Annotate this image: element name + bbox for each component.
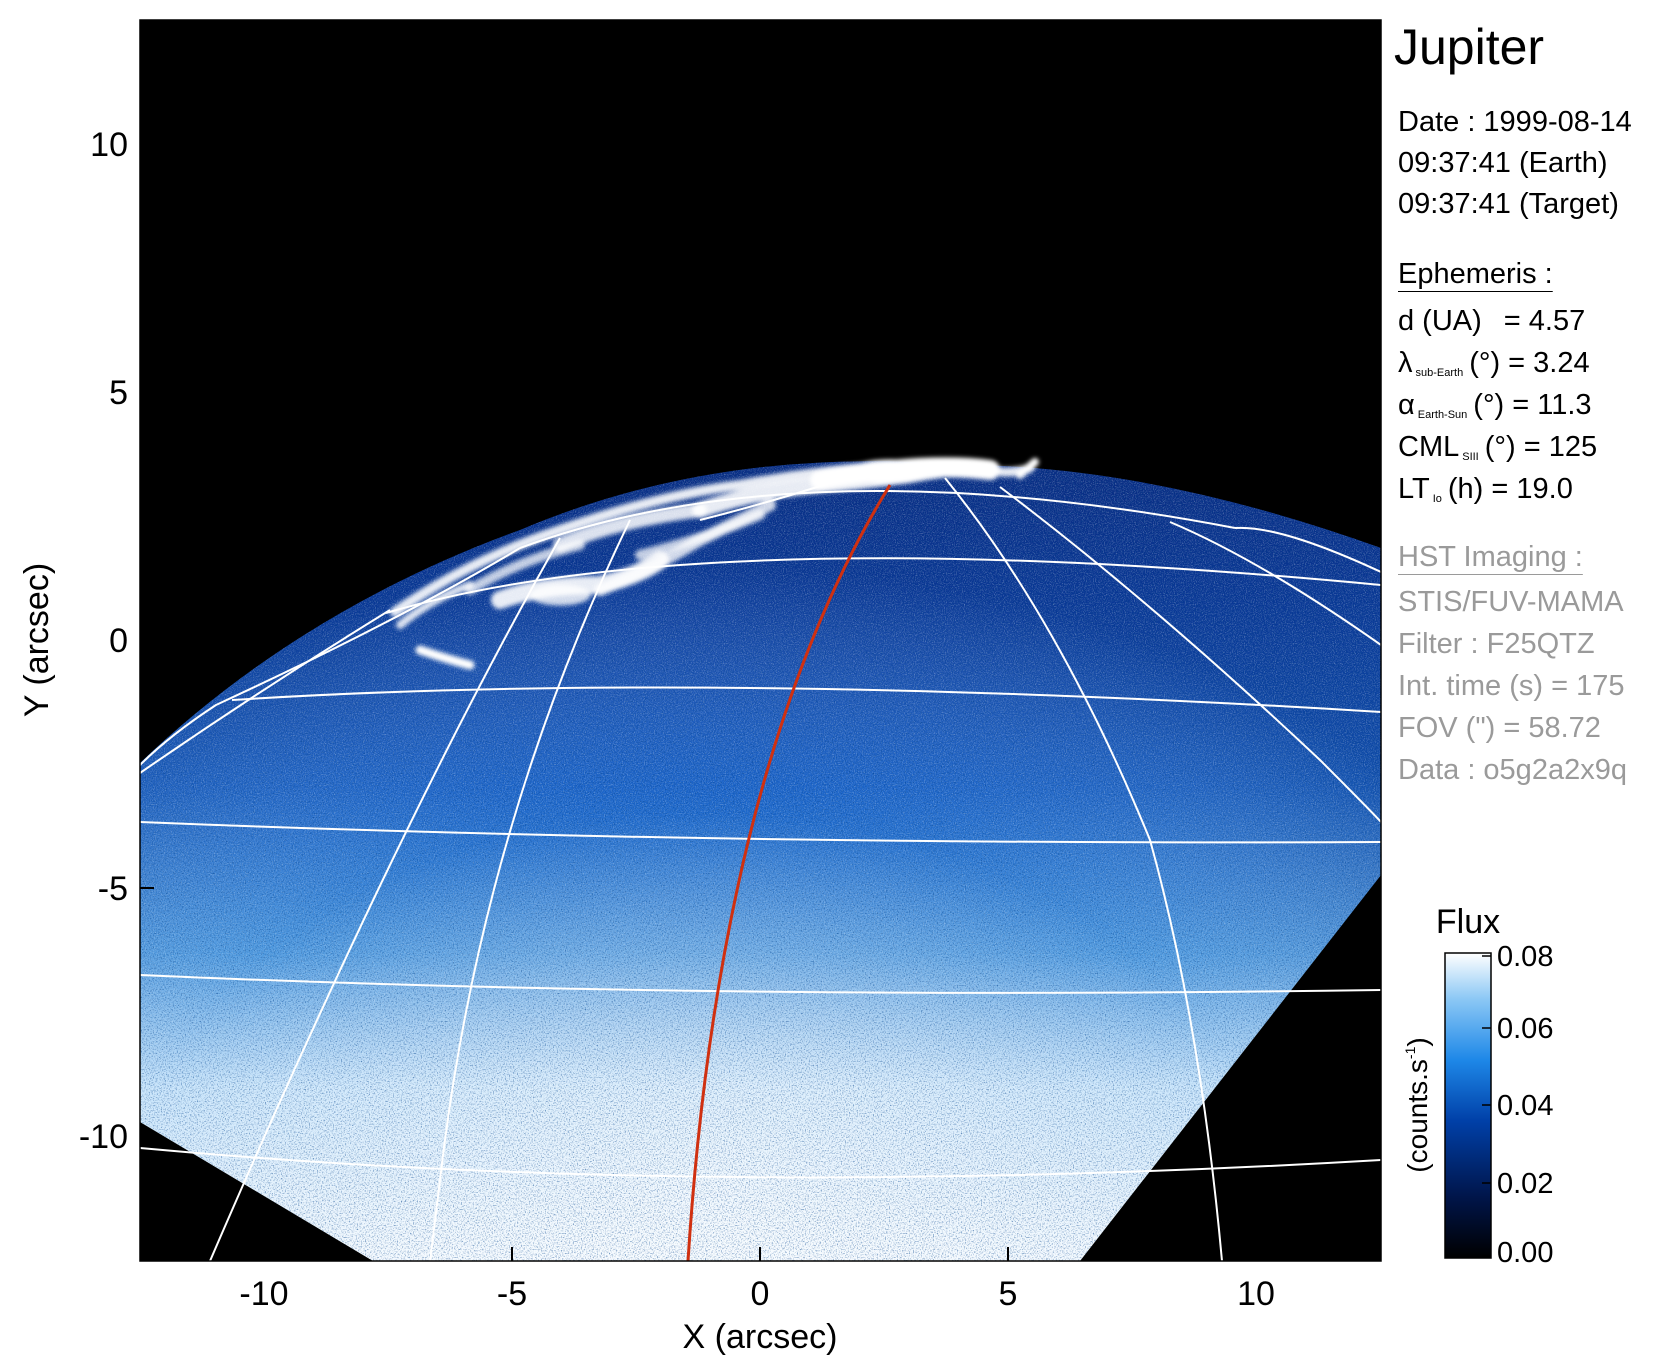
planet-title: Jupiter <box>1394 19 1545 75</box>
hst-int-time: Int. time (s) = 175 <box>1398 670 1625 702</box>
colorbar: Flux 0.08 0.06 0.04 0.02 0.00 (counts.s-… <box>1402 903 1553 1269</box>
y-tick-label: -5 <box>98 870 128 908</box>
colorbar-tick-label: 0.02 <box>1497 1168 1553 1200</box>
x-tick-label: 10 <box>1237 1275 1275 1313</box>
image-panel <box>139 19 1382 1262</box>
x-tick-label: 5 <box>999 1275 1018 1313</box>
time-target-text: 09:37:41 (Target) <box>1398 188 1619 220</box>
ephemeris-cml: CML SIII (°) = 125 <box>1398 431 1598 463</box>
hst-data-id: Data : o5g2a2x9q <box>1398 754 1627 786</box>
ephemeris-heading: Ephemeris : <box>1398 258 1553 290</box>
hst-filter: Filter : F25QTZ <box>1398 628 1595 660</box>
x-tick-label: -10 <box>239 1275 288 1313</box>
y-tick-label: -10 <box>79 1118 128 1156</box>
time-earth-text: 09:37:41 (Earth) <box>1398 147 1608 179</box>
ephemeris-distance: d (UA) = 4.57 <box>1398 305 1586 337</box>
latlon-grid <box>140 469 1381 1261</box>
central-meridian-line <box>686 484 892 1261</box>
colorbar-unit-label: (counts.s-1) <box>1402 1037 1433 1172</box>
colorbar-tick-label: 0.08 <box>1497 941 1553 973</box>
jupiter-disk <box>140 461 1381 1261</box>
date-text: Date : 1999-08-14 <box>1398 106 1632 138</box>
hst-heading: HST Imaging : <box>1398 541 1583 573</box>
hst-fov: FOV (") = 58.72 <box>1398 712 1601 744</box>
y-axis-label: Y (arcsec) <box>18 563 56 717</box>
x-tick-label: -5 <box>497 1275 527 1313</box>
hst-instrument: STIS/FUV-MAMA <box>1398 586 1624 618</box>
colorbar-tick-label: 0.06 <box>1497 1013 1553 1045</box>
colorbar-tick-label: 0.04 <box>1497 1090 1553 1122</box>
ephemeris-phase-angle: α Earth-Sun (°) = 11.3 <box>1398 389 1592 421</box>
x-axis-label: X (arcsec) <box>683 1318 838 1356</box>
y-tick-label: 5 <box>109 374 128 412</box>
y-axis-ticks <box>140 143 154 1137</box>
ephemeris-io-local-time: LT Io (h) = 19.0 <box>1398 473 1573 505</box>
y-tick-label: 0 <box>109 622 128 660</box>
x-axis-ticks <box>263 1247 1257 1261</box>
colorbar-tick-label: 0.00 <box>1497 1237 1553 1269</box>
colorbar-title: Flux <box>1436 903 1500 941</box>
ephemeris-sub-earth-lat: λ sub-Earth (°) = 3.24 <box>1398 347 1590 379</box>
x-tick-label: 0 <box>751 1275 770 1313</box>
y-tick-label: 10 <box>90 126 128 164</box>
